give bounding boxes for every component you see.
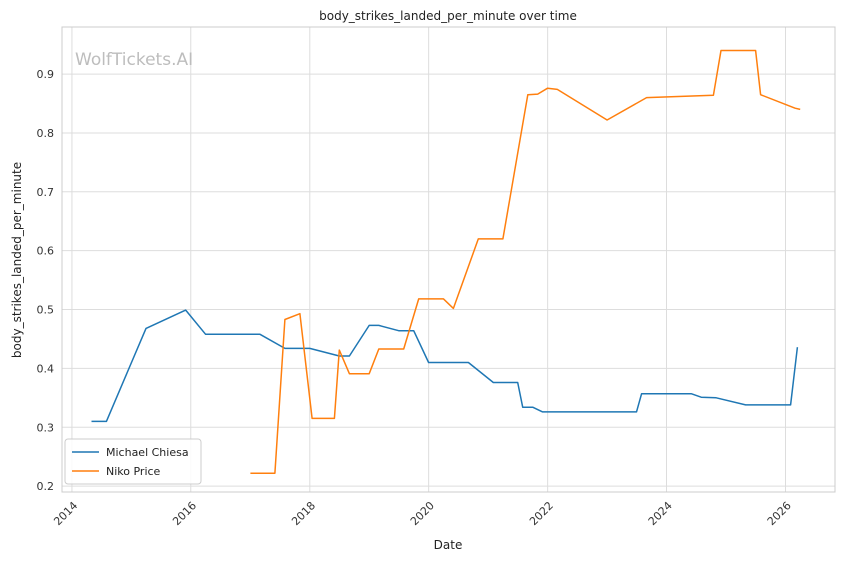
plot-area: [61, 26, 836, 493]
y-axis-ticks: 0.2 0.3 0.4 0.5 0.6 0.7 0.8 0.9: [37, 68, 55, 493]
y-tick-label: 0.3: [37, 421, 55, 434]
series-line-michael-chiesa: [91, 309, 799, 423]
legend-box: [64, 438, 202, 485]
y-tick-label: 0.9: [37, 68, 55, 81]
x-tick-label: 2020: [408, 499, 437, 528]
legend-label-michael-chiesa: Michael Chiesa: [106, 446, 189, 459]
y-tick-label: 0.2: [37, 480, 55, 493]
series-line-niko-price: [250, 49, 801, 474]
series-lines: [91, 49, 801, 474]
x-axis-label: Date: [434, 538, 463, 552]
watermark: WolfTickets.AI: [75, 50, 193, 70]
grid: [62, 27, 835, 492]
x-tick-label: 2018: [289, 499, 318, 528]
x-tick-label: 2026: [765, 499, 794, 528]
y-tick-label: 0.7: [37, 186, 55, 199]
y-tick-label: 0.4: [37, 362, 55, 375]
x-tick-label: 2024: [646, 499, 675, 528]
y-axis-label: body_strikes_landed_per_minute: [10, 162, 24, 358]
chart-title: body_strikes_landed_per_minute over time: [319, 9, 577, 23]
legend-label-niko-price: Niko Price: [106, 465, 161, 478]
y-tick-label: 0.5: [37, 304, 55, 317]
legend: Michael Chiesa Niko Price: [64, 438, 202, 485]
y-tick-label: 0.6: [37, 245, 55, 258]
x-tick-label: 2014: [51, 499, 80, 528]
x-axis-ticks: 2014 2016 2018 2020 2022 2024 2026: [51, 499, 794, 528]
x-tick-label: 2016: [170, 499, 199, 528]
x-tick-label: 2022: [527, 499, 556, 528]
y-tick-label: 0.8: [37, 127, 55, 140]
